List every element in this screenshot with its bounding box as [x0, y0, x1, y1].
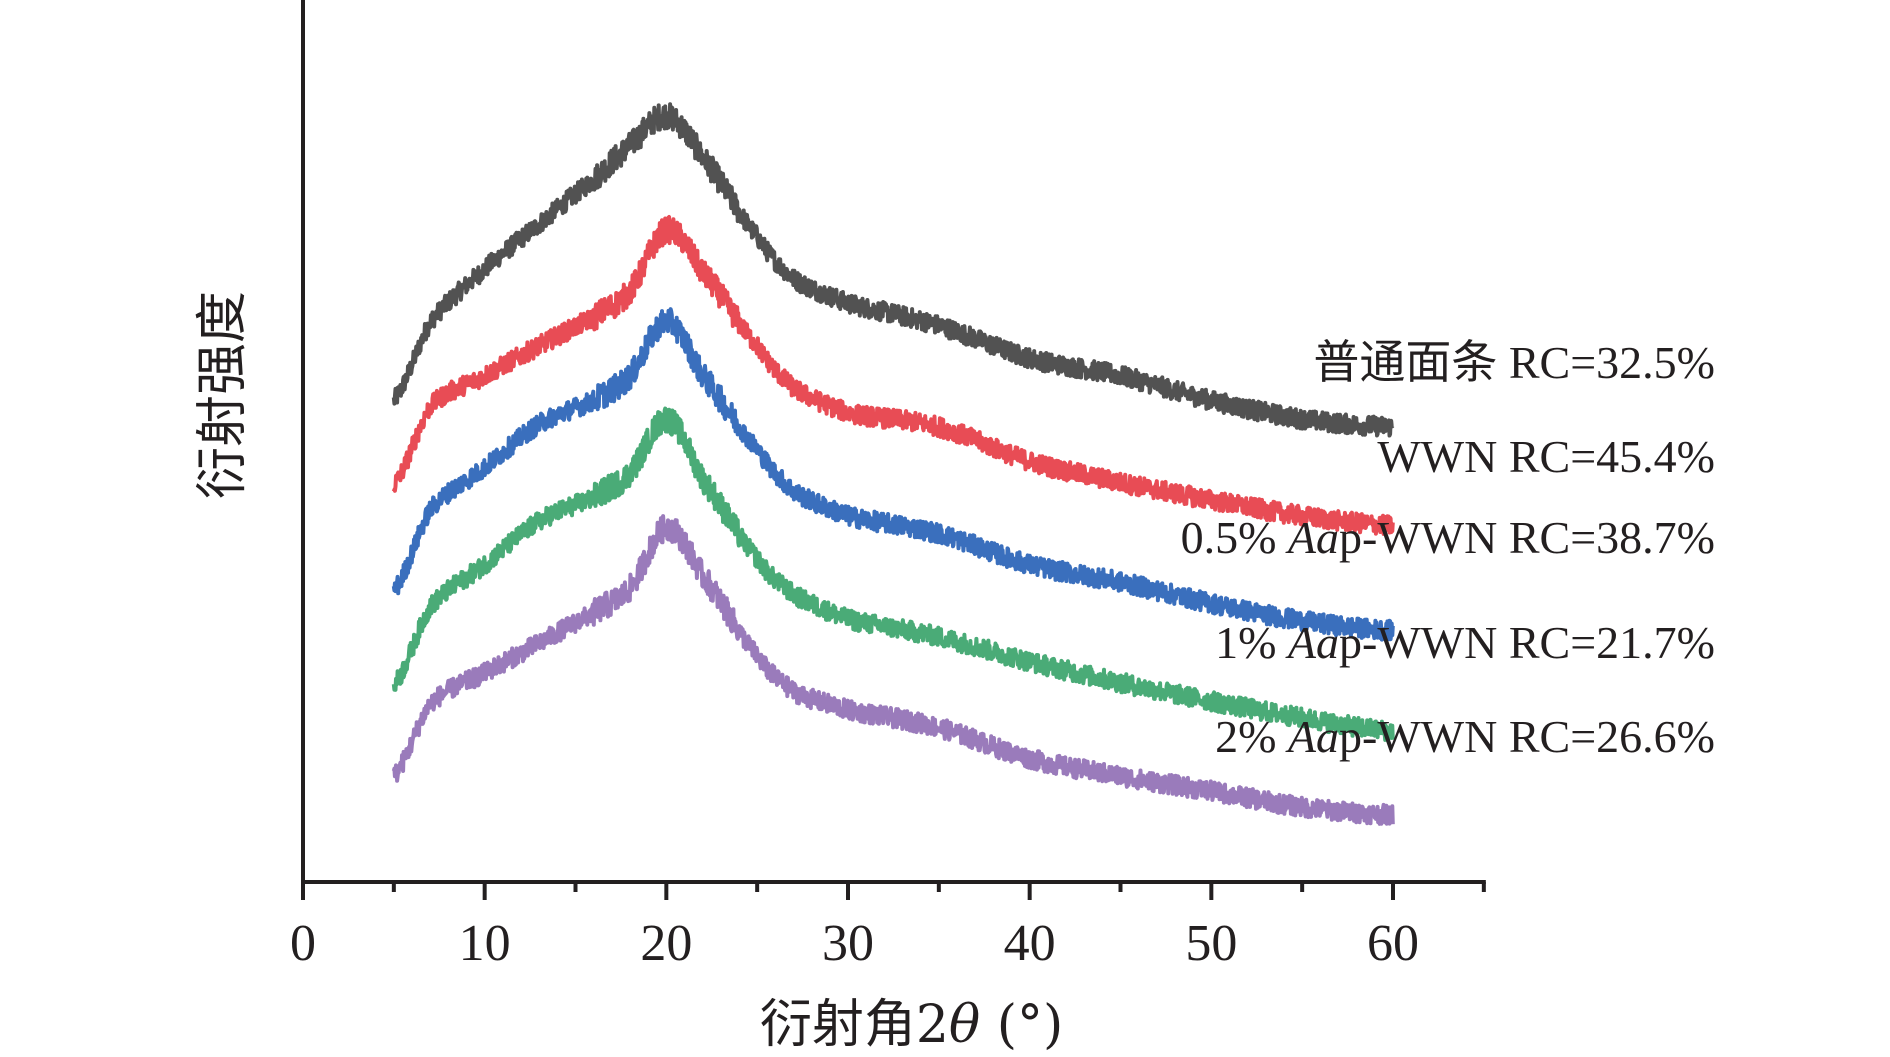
- series-curves: [391, 102, 1395, 826]
- x-tick-label: 40: [1004, 915, 1056, 972]
- x-axis-title-symbol: θ: [949, 995, 980, 1055]
- series-label-part: 2%: [1215, 711, 1288, 762]
- series-label-part: p-WWN RC=21.7%: [1339, 617, 1715, 668]
- series-label-part: Aa: [1285, 617, 1339, 668]
- series-label: 1% Aap-WWN RC=21.7%: [1215, 617, 1715, 668]
- series-label: 0.5% Aap-WWN RC=38.7%: [1181, 512, 1715, 563]
- x-tick-label: 30: [822, 915, 874, 972]
- series-label-part: p-WWN RC=26.6%: [1339, 711, 1715, 762]
- series-label-part: Aa: [1285, 512, 1339, 563]
- series-label-part: 普通面条 RC=32.5%: [1313, 337, 1715, 388]
- x-tick-label: 50: [1185, 915, 1237, 972]
- series-label-part: p-WWN RC=38.7%: [1339, 512, 1715, 563]
- series-line: [391, 102, 1395, 438]
- series-label-part: 1%: [1215, 617, 1288, 668]
- series-label-part: Aa: [1285, 711, 1339, 762]
- series-line: [391, 406, 1395, 742]
- series-label: WWN RC=45.4%: [1377, 431, 1715, 482]
- series-line: [391, 514, 1395, 826]
- series-label: 普通面条 RC=32.5%: [1313, 337, 1715, 388]
- series-line: [391, 307, 1395, 642]
- x-tick-label: 10: [459, 915, 511, 972]
- series-label: 2% Aap-WWN RC=26.6%: [1215, 711, 1715, 762]
- x-axis-tick-labels: 0 10 20 30 40 50 60: [290, 915, 1419, 972]
- x-tick-label: 60: [1367, 915, 1419, 972]
- x-tick-label: 20: [640, 915, 692, 972]
- series-label-part: WWN RC=45.4%: [1377, 431, 1715, 482]
- x-axis-ticks: [301, 882, 1486, 900]
- y-axis-title: 衍射强度: [193, 291, 253, 499]
- series-line: [391, 215, 1395, 536]
- x-axis-title-prefix: 衍射角2: [760, 995, 949, 1055]
- x-axis-title: 衍射角2θ (°): [760, 995, 1064, 1055]
- x-axis-title-suffix: (°): [980, 995, 1063, 1055]
- x-tick-label: 0: [290, 915, 316, 972]
- series-label-part: 0.5%: [1181, 512, 1288, 563]
- series-labels: 普通面条 RC=32.5%WWN RC=45.4%0.5% Aap-WWN RC…: [1181, 337, 1715, 762]
